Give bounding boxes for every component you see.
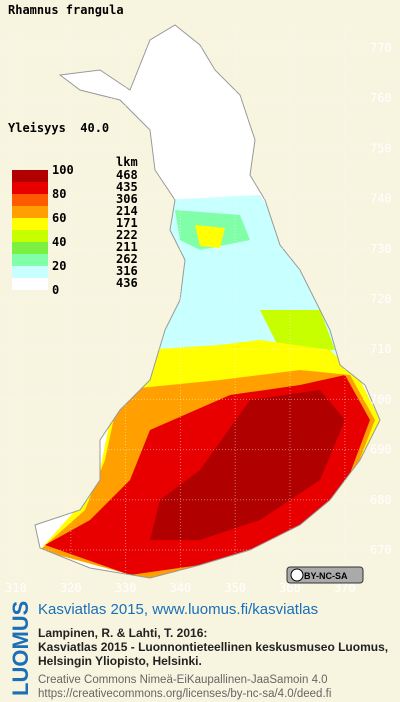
frequency: Yleisyys 40.0 (8, 121, 109, 135)
species-title: Rhamnus frangula (8, 3, 124, 17)
x-tick-label: 320 (60, 581, 82, 595)
citation: Kasviatlas 2015 - Luonnontieteellinen ke… (38, 640, 388, 654)
count: 262 (116, 252, 138, 266)
brand: LUOMUS (8, 601, 33, 696)
x-tick-label: 340 (170, 581, 192, 595)
scale-label: 40 (52, 235, 66, 249)
scale-label: 60 (52, 211, 66, 225)
scale-label: 80 (52, 187, 66, 201)
legend-swatch (12, 170, 48, 182)
x-tick-label: 330 (115, 581, 137, 595)
license-badge: BY-NC-SA (286, 566, 364, 584)
legend-swatch (12, 230, 48, 242)
count: 222 (116, 228, 138, 242)
count-header: lkm (116, 155, 138, 169)
legend-swatch (12, 182, 48, 194)
y-tick-label: 680 (370, 493, 392, 507)
scale-label: 100 (52, 163, 74, 177)
count: 468 (116, 168, 138, 182)
y-tick-label: 760 (370, 91, 392, 105)
y-tick-label: 770 (370, 41, 392, 55)
cc-icon (290, 568, 304, 582)
y-tick-label: 720 (370, 292, 392, 306)
count: 436 (116, 276, 138, 290)
y-tick-label: 700 (370, 392, 392, 406)
y-tick-label: 750 (370, 141, 392, 155)
badge-box (286, 566, 364, 584)
x-tick-label: 360 (279, 581, 301, 595)
count: 435 (116, 180, 138, 194)
zone-yellow (195, 225, 225, 248)
y-tick-label: 670 (370, 543, 392, 557)
y-tick-label: 710 (370, 342, 392, 356)
legend-swatch (12, 254, 48, 266)
legend-swatch (12, 266, 48, 278)
count: 171 (116, 216, 138, 230)
license-url: https://creativecommons.org/licenses/by-… (38, 688, 331, 700)
badge-text: BY-NC-SA (304, 571, 348, 581)
zone-yellow-green (260, 310, 335, 350)
x-tick-label: 370 (334, 581, 356, 595)
legend-swatch (12, 218, 48, 230)
zone-dark-red (150, 390, 345, 540)
legend-swatch (12, 278, 48, 290)
x-tick-label: 310 (5, 581, 27, 595)
y-tick-label: 740 (370, 192, 392, 206)
legend-swatch (12, 194, 48, 206)
count: 211 (116, 240, 138, 254)
license: Creative Commons Nimeä-EiKaupallinen-Jaa… (38, 674, 328, 686)
citation: Helsingin Yliopisto, Helsinki. (38, 654, 202, 668)
y-tick-label: 690 (370, 443, 392, 457)
x-tick-label: 350 (224, 581, 246, 595)
scale-label: 20 (52, 259, 66, 273)
scale-label: 0 (52, 283, 59, 297)
count: 306 (116, 192, 138, 206)
legend-swatch (12, 206, 48, 218)
grid: 770 760 750 740 730 720 710 700 690 680 670 310 320 3… (0, 30, 392, 595)
headline: Kasviatlas 2015, www.luomus.fi/kasviatla… (38, 601, 318, 618)
legend-swatch (12, 242, 48, 254)
count: 316 (116, 264, 138, 278)
citation: Lampinen, R. & Lahti, T. 2016: (38, 626, 207, 640)
count: 214 (116, 204, 138, 218)
y-tick-label: 730 (370, 242, 392, 256)
